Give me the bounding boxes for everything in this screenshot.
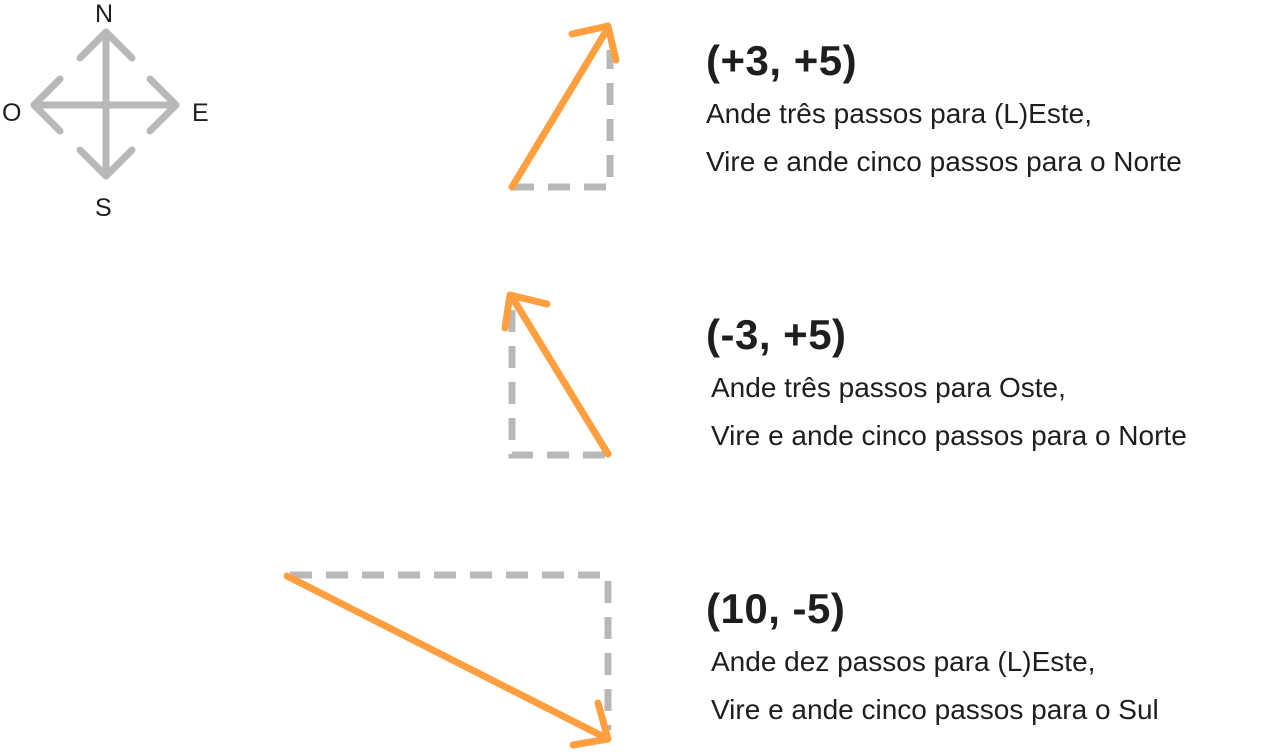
- compass-south-arrowhead: [76, 146, 136, 180]
- vector-3-text: (10, -5) Ande dez passos para (L)Este, V…: [706, 588, 1159, 724]
- vector-2-coord: (-3, +5): [706, 311, 847, 358]
- vector-1-text: (+3, +5) Ande três passos para (L)Este, …: [706, 40, 1182, 176]
- compass-label-west: O: [2, 99, 22, 127]
- compass-label-east: E: [192, 99, 209, 127]
- vector-2-text: (-3, +5) Ande três passos para Oste, Vir…: [706, 314, 1187, 450]
- vector-3-graphic: [283, 571, 612, 749]
- vector-3-arrow: [283, 572, 610, 742]
- vector-2-step-1: Ande três passos para Oste,: [711, 372, 1066, 403]
- vector-1-step-2: Vire e ande cinco passos para o Norte: [706, 146, 1182, 177]
- vector-2-step-2: Vire e ande cinco passos para o Norte: [711, 420, 1187, 451]
- compass-east-arrowhead: [146, 75, 180, 135]
- vector-1-guide: [512, 50, 614, 191]
- vector-3-arrowhead: [569, 699, 612, 749]
- compass-west-arrowhead: [30, 75, 64, 135]
- vector-2-graphic: [501, 291, 612, 459]
- vector-3-step-2: Vire e ande cinco passos para o Sul: [711, 694, 1159, 725]
- compass-label-north: N: [95, 0, 114, 28]
- vector-3-step-1: Ande dez passos para (L)Este,: [711, 646, 1096, 677]
- vector-1-coord: (+3, +5): [706, 37, 858, 84]
- vector-2-guide: [508, 310, 610, 459]
- compass-north-arrowhead: [76, 28, 136, 62]
- vector-2-arrowhead: [501, 291, 551, 332]
- vector-2-arrow: [508, 293, 612, 458]
- compass-label-south: S: [95, 194, 112, 222]
- vector-3-coord: (10, -5): [706, 585, 846, 632]
- vector-1-step-1: Ande três passos para (L)Este,: [706, 98, 1092, 129]
- compass-rose: [30, 28, 180, 180]
- vector-1-arrow: [508, 24, 612, 191]
- vector-1-graphic: [508, 22, 620, 191]
- vector-1-arrowhead: [568, 22, 620, 64]
